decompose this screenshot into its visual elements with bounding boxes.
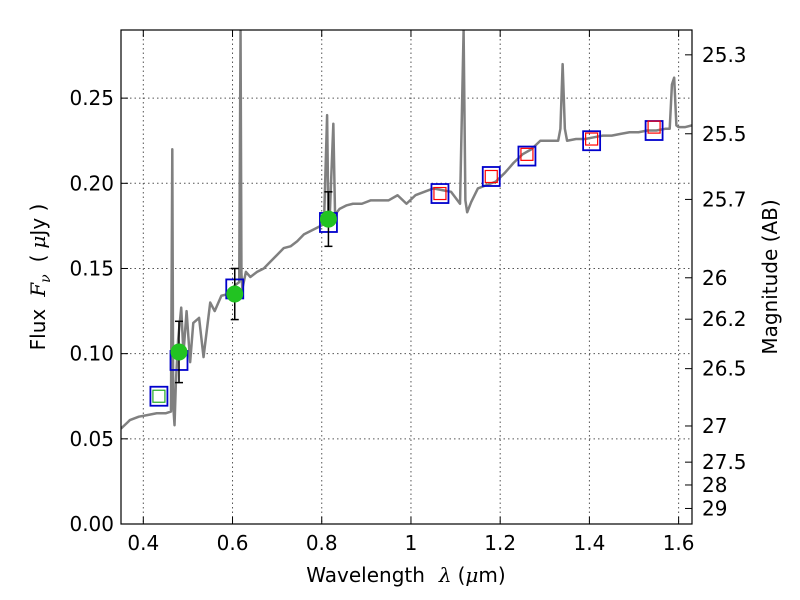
inner-photometry-box <box>152 389 166 403</box>
y-tick-label: 0.15 <box>69 256 114 280</box>
mag-tick-label: 27 <box>702 414 727 438</box>
inner-photometry-box <box>520 147 534 161</box>
axis-ticks: 0.4 0.6 0.8 1 1.2 1.4 1.6 0.00 0.05 0.10 0.15 0.20 0… <box>69 30 747 555</box>
x-tick-label: 1 <box>405 531 418 555</box>
mag-tick-label: 29 <box>702 496 727 520</box>
model-photometry-box <box>149 385 169 407</box>
plot-frame <box>120 29 693 525</box>
inner-photometry-box <box>484 169 498 184</box>
plot-area <box>121 30 692 430</box>
model-photometry-box <box>517 145 537 167</box>
inner-photometry-box <box>433 186 447 201</box>
y-tick-label: 0.25 <box>69 86 114 110</box>
spectrum-line <box>121 30 692 430</box>
x-tick-label: 1.6 <box>663 531 695 555</box>
observed-point <box>226 285 244 303</box>
model-photometry-box <box>481 166 501 187</box>
inner-photometry-box <box>585 132 599 146</box>
y-tick-label: 0.20 <box>69 171 114 195</box>
mag-tick-label: 28 <box>702 473 727 497</box>
mag-tick-label: 25.7 <box>702 187 747 211</box>
y-tick-label: 0.05 <box>69 427 114 451</box>
mag-tick-label: 26 <box>702 266 727 290</box>
y-axis-label: FluxFν(μJy ) <box>26 204 54 351</box>
x-tick-label: 1.4 <box>573 531 605 555</box>
x-tick-label: 1.2 <box>484 531 516 555</box>
y-tick-label: 0.00 <box>69 512 114 536</box>
mag-tick-label: 25.3 <box>702 43 747 67</box>
model-photometry-box <box>430 183 450 204</box>
mag-tick-label: 27.5 <box>702 450 747 474</box>
mag-tick-label: 26.5 <box>702 357 747 381</box>
x-tick-label: 0.8 <box>306 531 338 555</box>
x-tick-label: 0.4 <box>127 531 159 555</box>
mag-tick-label: 26.2 <box>702 307 747 331</box>
x-axis-label: Wavelength λ (μm) <box>306 563 505 587</box>
model-photometry-box <box>582 130 602 152</box>
y-tick-label: 0.10 <box>69 342 114 366</box>
x-tick-label: 0.6 <box>217 531 249 555</box>
observed-point <box>170 343 188 361</box>
observed-point <box>319 210 337 228</box>
mag-tick-label: 25.5 <box>702 122 747 146</box>
grid <box>121 30 692 525</box>
y2-axis-label: Magnitude (AB) <box>758 199 782 354</box>
inner-photometry-box <box>647 120 661 134</box>
